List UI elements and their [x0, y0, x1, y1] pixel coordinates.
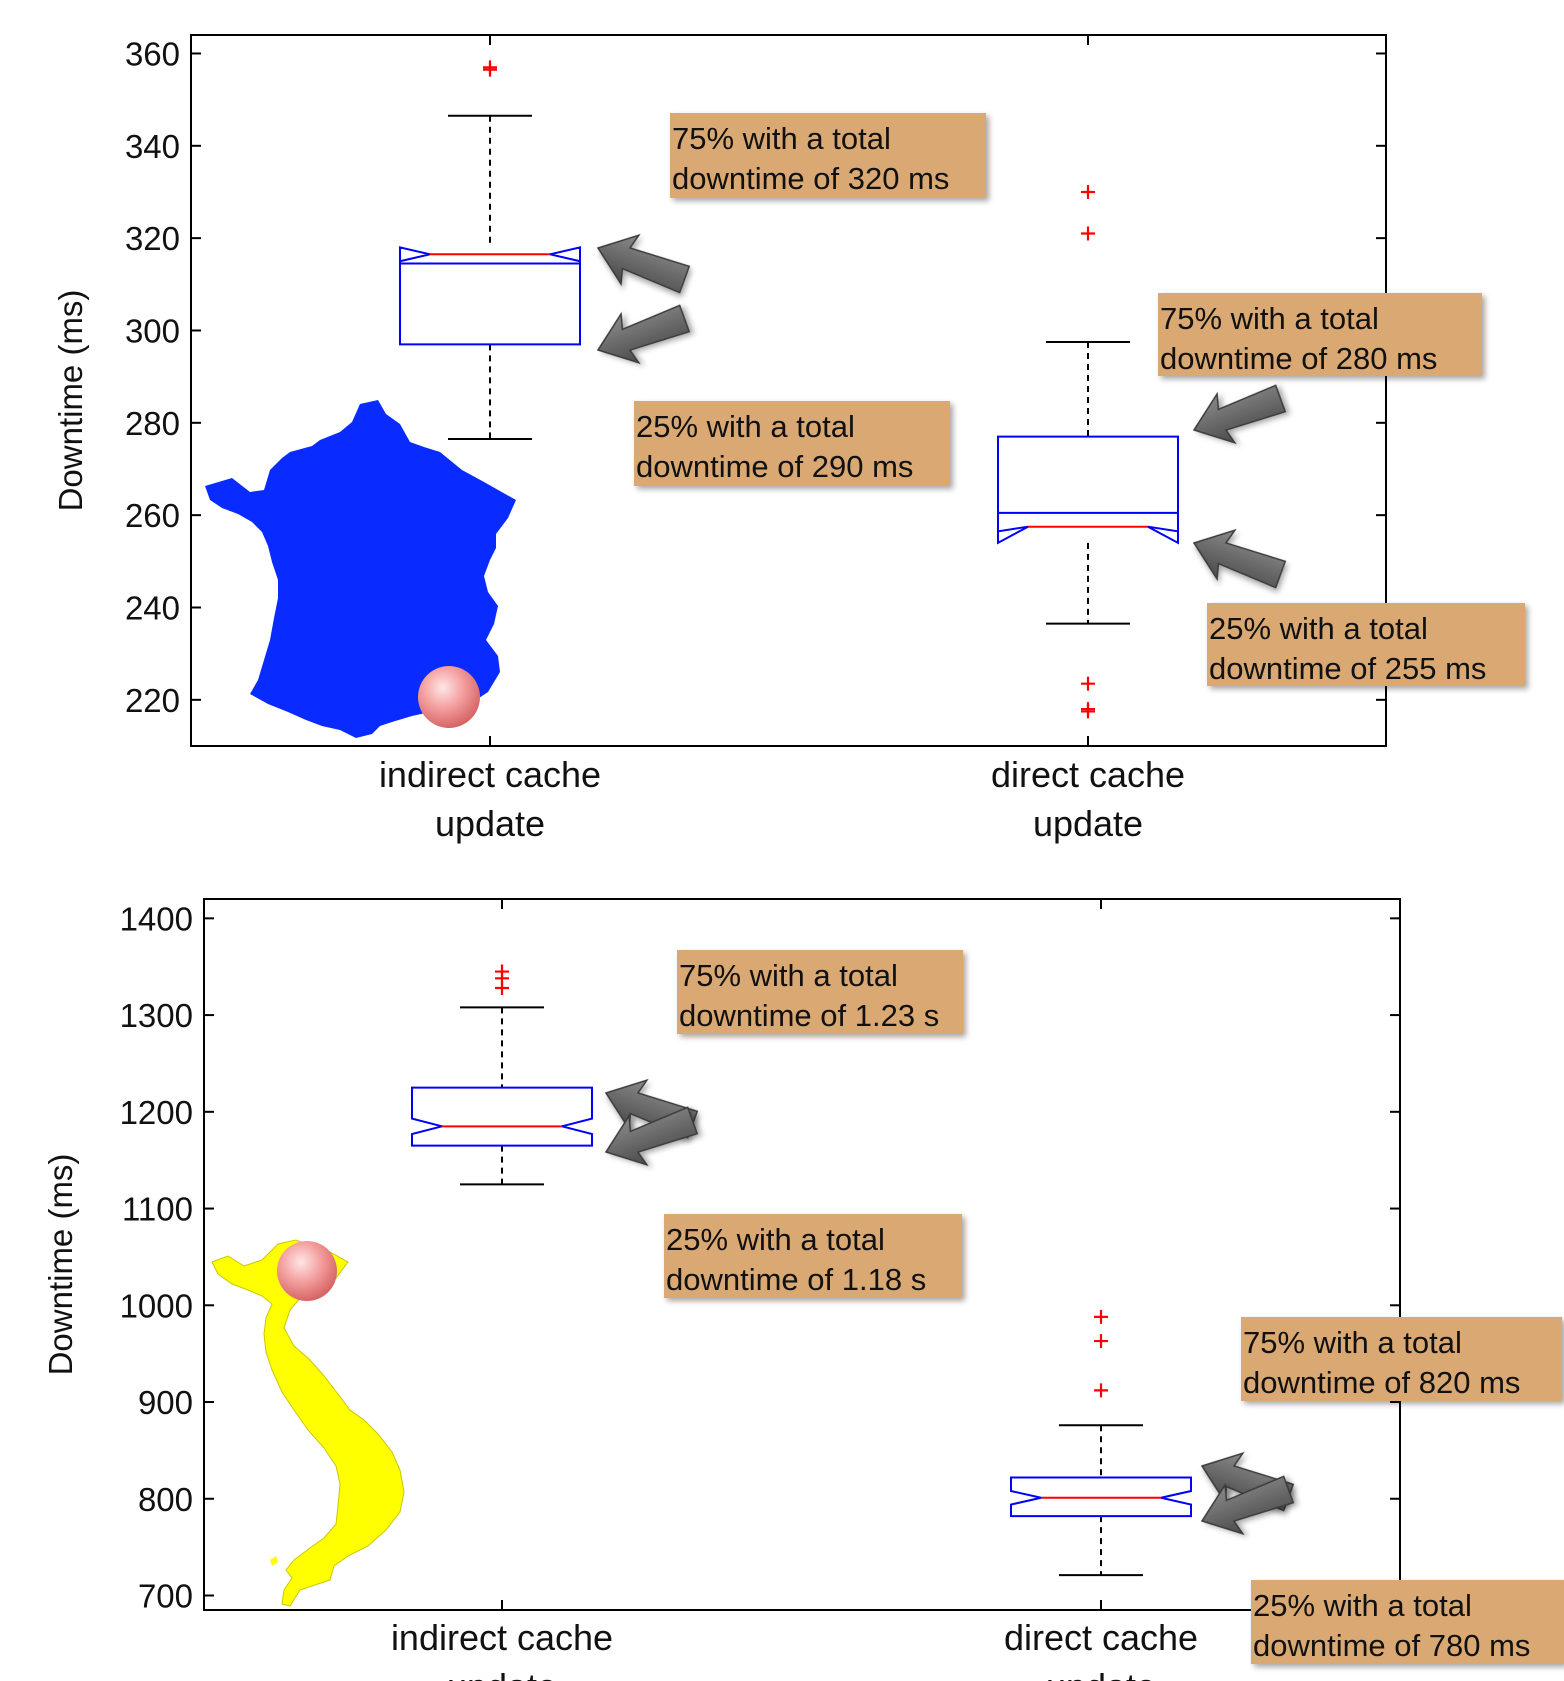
- arrow-icon: [596, 304, 691, 365]
- notched-box: [399, 246, 581, 346]
- annotation-box: [1251, 1580, 1564, 1664]
- outlier-point: [1081, 676, 1095, 691]
- y-axis-title: Downtime (ms): [42, 1154, 79, 1376]
- annotation-text: 25% with a total downtime of 780 ms: [1253, 1588, 1530, 1663]
- y-tick-label: 800: [138, 1481, 193, 1518]
- y-tick-label: 1300: [120, 997, 193, 1034]
- annotation-box: [677, 950, 963, 1034]
- outlier-point: [483, 62, 497, 77]
- box-1: [1010, 899, 1192, 1610]
- arrow-icon: [1192, 528, 1287, 589]
- france-map-icon: [205, 400, 516, 738]
- y-tick-label: 1000: [120, 1287, 193, 1324]
- annotation-box: [664, 1214, 962, 1298]
- y-tick-label: 1200: [120, 1094, 193, 1131]
- box-1: [997, 35, 1179, 746]
- annotation-0: 75% with a total downtime of 1.23 s: [604, 950, 963, 1139]
- y-axis-title: Downtime (ms): [52, 290, 89, 512]
- notched-box: [411, 1086, 593, 1147]
- annotation-1: 25% with a total downtime of 1.18 s: [604, 1106, 962, 1298]
- plot-frame: [203, 898, 1401, 1611]
- annotation-box: [1207, 603, 1525, 686]
- annotation-box: [670, 113, 986, 198]
- y-tick-label: 1400: [120, 900, 193, 937]
- location-marker-icon: [418, 666, 480, 728]
- y-tick-label: 300: [125, 312, 180, 349]
- annotation-box: [634, 401, 950, 486]
- outlier-point: [1094, 1383, 1108, 1398]
- annotation-2: 75% with a total downtime of 280 ms: [1158, 293, 1482, 445]
- y-tick-label: 1100: [122, 1191, 193, 1228]
- location-marker-icon: [277, 1241, 337, 1301]
- annotation-text: 25% with a total downtime of 1.18 s: [666, 1222, 926, 1297]
- annotation-text: 25% with a total downtime of 290 ms: [636, 409, 913, 484]
- annotation-text: 75% with a total downtime of 280 ms: [1160, 301, 1437, 376]
- box-0: [399, 35, 581, 746]
- annotation-1: 25% with a total downtime of 290 ms: [596, 304, 950, 486]
- vietnam-island-icon: [270, 1556, 278, 1566]
- outlier-point: [1081, 226, 1095, 241]
- y-tick-label: 240: [125, 589, 180, 626]
- box-0: [411, 899, 593, 1610]
- y-tick-label: 340: [125, 128, 180, 165]
- notched-box: [1010, 1476, 1192, 1518]
- y-tick-label: 260: [125, 497, 180, 534]
- chart-france: 220 240 260 280 300 320 340 360 Downtime (ms) ind…: [52, 34, 1525, 844]
- y-tick-label: 900: [138, 1384, 193, 1421]
- annotation-text: 75% with a total downtime of 320 ms: [672, 121, 949, 196]
- notched-box: [997, 435, 1179, 545]
- y-tick-label: 320: [125, 220, 180, 257]
- annotation-3: 25% with a total downtime of 255 ms: [1192, 528, 1525, 686]
- outlier-point: [1094, 1309, 1108, 1324]
- annotation-text: 75% with a total downtime of 820 ms: [1243, 1325, 1520, 1400]
- arrow-icon: [596, 233, 691, 294]
- y-tick-label: 280: [125, 405, 180, 442]
- arrow-icon: [1192, 384, 1287, 445]
- outlier-point: [1081, 704, 1095, 719]
- annotation-box: [1241, 1317, 1562, 1401]
- y-tick-label: 220: [125, 682, 180, 719]
- y-tick-label: 700: [138, 1577, 193, 1614]
- annotation-text: 75% with a total downtime of 1.23 s: [679, 958, 939, 1033]
- annotation-3: 25% with a total downtime of 780 ms: [1200, 1475, 1564, 1664]
- annotation-text: 25% with a total downtime of 255 ms: [1209, 611, 1486, 686]
- plot-frame: [190, 34, 1387, 747]
- chart-vietnam: 700 800 900 1000 1100 1200 1300 1400 Downtime (m…: [42, 898, 1564, 1681]
- arrow-icon: [604, 1106, 699, 1167]
- outlier-point: [495, 980, 509, 995]
- y-tick-label: 360: [125, 35, 180, 72]
- outlier-point: [1081, 184, 1095, 199]
- annotation-box: [1158, 293, 1482, 376]
- annotation-0: 75% with a total downtime of 320 ms: [596, 113, 986, 294]
- outlier-point: [1094, 1334, 1108, 1349]
- arrow-icon: [1200, 1475, 1295, 1536]
